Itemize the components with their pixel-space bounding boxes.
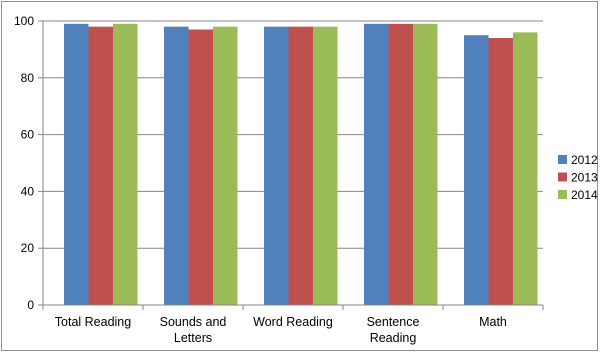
y-tick-label: 20 [21, 241, 35, 255]
bar-2014 [413, 23, 438, 306]
bar-2014 [113, 23, 138, 306]
legend-swatch-2014 [558, 190, 567, 199]
bar-2014 [513, 32, 538, 306]
y-tick-label: 0 [27, 298, 34, 312]
bar-2013 [88, 26, 113, 306]
bar-2012 [64, 23, 89, 306]
y-tick-label: 40 [21, 184, 35, 198]
legend: 2012 2013 2014 [558, 153, 598, 202]
bar-2013 [488, 38, 513, 305]
x-tick-label: Word Reading [253, 315, 333, 329]
x-tick-label: Math [479, 315, 507, 329]
bars [64, 23, 538, 306]
bar-2014 [213, 26, 238, 306]
x-axis-labels: Total Reading Sounds and Letters Word Readi… [55, 315, 507, 345]
bar-2014 [313, 26, 338, 306]
y-tick-label: 100 [14, 14, 34, 28]
axes [42, 21, 544, 310]
bar-2012 [264, 26, 289, 306]
legend-swatch-2012 [558, 155, 567, 164]
bar-2012 [364, 23, 389, 306]
bar-2013 [388, 23, 413, 306]
x-tick-label: Sounds and Letters [160, 315, 227, 345]
y-tick-label: 80 [21, 71, 35, 85]
bar-2013 [288, 26, 313, 306]
bar-2012 [464, 35, 489, 305]
x-tick-label: Sentence Reading [367, 315, 420, 345]
legend-label-2013: 2013 [571, 171, 598, 185]
x-tick-label: Total Reading [55, 315, 131, 329]
y-tick-label: 60 [21, 128, 35, 142]
bar-2013 [188, 29, 213, 306]
legend-label-2012: 2012 [571, 153, 598, 167]
bar-2012 [164, 26, 189, 306]
y-axis-ticks: 0 20 40 60 80 100 [14, 14, 43, 312]
legend-swatch-2013 [558, 172, 567, 182]
legend-label-2014: 2014 [571, 188, 598, 202]
